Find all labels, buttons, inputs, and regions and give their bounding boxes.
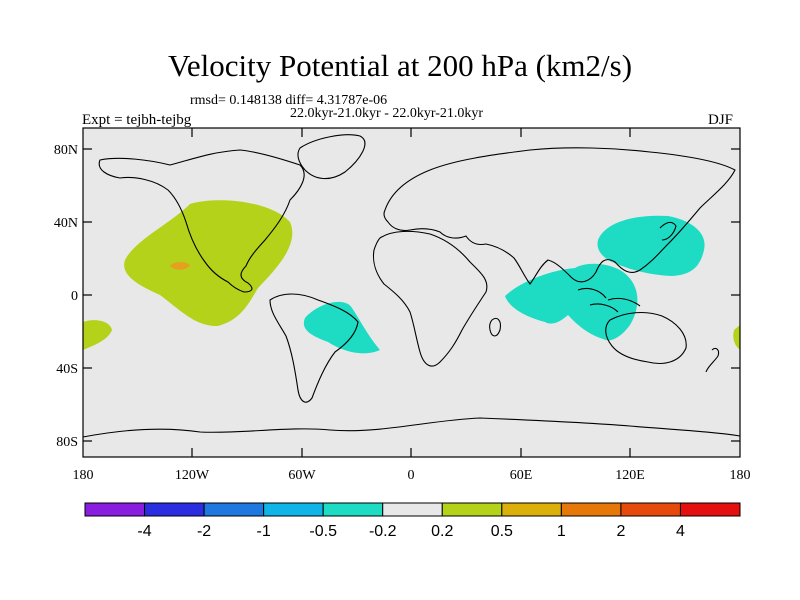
colorbar-label: -0.2: [369, 523, 397, 540]
colorbar-swatch: [84, 502, 146, 517]
lon-label-180e: 180: [730, 468, 751, 483]
colorbar-swatch: [560, 502, 622, 517]
colorbar-label: 2: [616, 523, 625, 540]
colorbar-label: -1: [257, 523, 271, 540]
lon-ticks: [191, 128, 631, 457]
lat-ticks: [83, 148, 740, 442]
coast-antarctica: [82, 417, 741, 438]
coast-new-zealand: [705, 347, 720, 373]
colorbar-label: 0.2: [431, 523, 453, 540]
coast-eurasia: [383, 147, 736, 285]
colorbar-swatch: [263, 502, 324, 517]
lat-label-80n: 80N: [54, 143, 78, 158]
lat-label-0: 0: [71, 289, 78, 304]
negative-region-south-america: [303, 301, 380, 354]
lon-label-60w: 60W: [288, 468, 316, 483]
colorbar-label: -4: [137, 523, 151, 540]
negative-region-indo-pacific: [505, 263, 638, 341]
coast-africa: [372, 230, 488, 367]
coast-madagascar: [489, 317, 501, 337]
lon-label-120e: 120E: [615, 468, 645, 483]
stats-label: rmsd= 0.148138 diff= 4.31787e-06: [190, 93, 388, 108]
positive-core-east-pacific: [170, 262, 190, 270]
lat-label-40s: 40S: [56, 362, 78, 377]
lon-labels: 180 120W 60W 0 60E 120E 180: [73, 468, 751, 483]
coast-north-america: [98, 149, 305, 293]
coast-maritime-continent: [577, 287, 641, 313]
coast-greenland: [297, 134, 366, 180]
colorbar-label: -0.5: [309, 523, 337, 540]
colorbar-label: 4: [676, 523, 685, 540]
lat-label-40n: 40N: [54, 216, 78, 231]
lat-label-80s: 80S: [56, 435, 78, 450]
colorbar-swatch: [322, 502, 384, 517]
lon-label-180w: 180: [73, 468, 94, 483]
lat-labels: 80N 40N 0 40S 80S: [54, 143, 78, 450]
colorbar-label: 1: [557, 523, 566, 540]
coast-japan: [659, 221, 677, 241]
period-label: 22.0kyr-21.0kyr - 22.0kyr-21.0kyr: [290, 106, 484, 121]
map-title: Velocity Potential at 200 hPa (km2/s): [167, 48, 633, 83]
colorbar-label: -2: [197, 523, 211, 540]
colorbar-swatch: [679, 502, 741, 517]
negative-region-west-pacific: [597, 215, 705, 276]
positive-region-east-edge: [733, 325, 740, 350]
colorbar-swatch: [501, 502, 562, 517]
colorbar-swatch: [620, 502, 681, 517]
colorbar-label: 0.5: [491, 523, 513, 540]
colorbar-swatch: [203, 502, 265, 517]
coast-australia: [605, 311, 687, 365]
anomaly-regions: [83, 200, 740, 354]
coastlines: [82, 134, 741, 438]
colorbar: -4 -2 -1 -0.5 -0.2 0.2 0.5 1 2 4: [84, 502, 741, 540]
colorbar-swatch: [441, 502, 503, 517]
lon-label-120w: 120W: [175, 468, 210, 483]
experiment-label: Expt = tejbh-tejbg: [82, 112, 192, 128]
lon-label-0: 0: [408, 468, 415, 483]
positive-region-west-edge: [83, 320, 112, 350]
colorbar-swatch: [382, 502, 443, 517]
positive-region-east-pacific: [124, 200, 293, 327]
coast-south-america: [269, 293, 359, 403]
colorbar-swatch: [144, 502, 205, 517]
map-frame: [82, 127, 741, 458]
lon-label-60e: 60E: [510, 468, 533, 483]
season-label: DJF: [708, 112, 734, 128]
